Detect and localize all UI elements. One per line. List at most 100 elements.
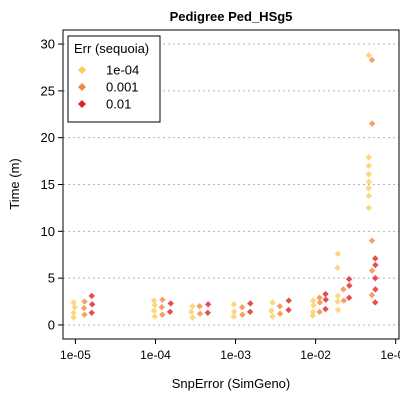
legend-marker [78,83,86,91]
data-point [365,52,373,59]
data-point [368,237,376,244]
x-tick-label: 1e-05 [60,348,91,362]
data-point [322,296,329,303]
data-point [310,302,317,309]
data-point [365,204,372,212]
data-point [230,308,238,316]
y-tick-label: 5 [48,271,55,286]
data-point [167,300,174,307]
y-tick-label: 15 [41,177,55,192]
data-point [151,313,158,320]
data-point [88,292,95,300]
data-point [285,297,292,304]
data-point [372,286,379,293]
x-tick-label: 1e-03 [220,348,251,362]
data-point [285,306,292,314]
data-point [88,309,95,316]
data-point [81,311,88,318]
data-point [268,307,275,315]
chart-title: Pedigree Ped_HSg5 [170,9,293,24]
data-point [159,311,166,318]
data-point [70,314,77,321]
data-point [365,171,372,178]
legend-marker [78,100,86,108]
data-point [238,303,246,311]
data-point [196,310,204,317]
data-point [365,162,373,169]
y-axis-label: Time (m) [7,158,22,210]
data-point [345,275,353,283]
data-point [159,296,166,303]
data-point [368,56,376,64]
data-point [365,192,373,199]
y-tick-label: 30 [41,37,55,52]
legend-label: 1e-04 [106,63,139,78]
data-point [189,314,196,321]
data-point [188,308,195,316]
y-tick-label: 10 [41,224,55,239]
data-point [276,303,284,310]
data-point [372,299,379,306]
data-point [246,308,254,316]
data-point [334,306,342,314]
data-point [334,292,342,300]
y-axis: 0 5 10 15 20 25 30 [41,37,63,332]
data-point [345,294,353,301]
data-point [309,312,316,319]
data-point [365,185,372,192]
data-point [150,307,158,315]
y-tick-label: 0 [48,317,55,332]
data-point [88,301,96,308]
data-point [322,305,329,313]
legend: Err (sequoia) 1e-04 0.001 0.01 [67,35,161,123]
x-axis-label: SnpError (SimGeno) [172,376,290,391]
x-tick-label: 1e-04 [140,348,171,362]
legend-box [67,35,161,123]
data-point [70,299,77,306]
data-point [150,297,158,304]
data-point [365,178,373,185]
data-point [368,291,376,299]
data-point [316,294,323,301]
legend-label: 0.001 [106,80,139,95]
data-point [230,301,237,308]
data-point [316,308,323,316]
data-point [151,302,158,309]
legend-marker [78,66,86,74]
legend-entries: 1e-04 0.001 0.01 [78,63,139,112]
data-point [346,282,353,289]
data-point [230,313,237,320]
data-points [70,52,379,321]
data-point [80,304,88,312]
data-point [372,261,379,269]
data-point [334,298,341,305]
y-tick-label: 25 [41,83,55,98]
data-point [158,303,166,311]
data-point [316,299,324,306]
data-point [269,299,276,306]
data-point [269,313,276,320]
y-tick-label: 20 [41,130,55,145]
data-point [368,120,376,127]
data-point [81,298,88,305]
data-point [71,303,78,311]
legend-label: 0.01 [106,97,131,112]
data-point [204,309,211,316]
data-point [372,255,379,262]
data-point [196,303,203,310]
data-point [239,311,246,318]
data-point [276,310,284,317]
data-point [340,286,347,293]
data-point [334,250,342,257]
x-tick-label: 1e-01 [380,348,400,362]
data-point [368,267,376,274]
data-point [309,297,317,304]
x-tick-label: 1e-02 [300,348,331,362]
data-point [322,290,329,298]
data-point [166,308,174,316]
data-point [340,297,348,304]
data-point [204,301,212,308]
data-point [372,274,379,282]
